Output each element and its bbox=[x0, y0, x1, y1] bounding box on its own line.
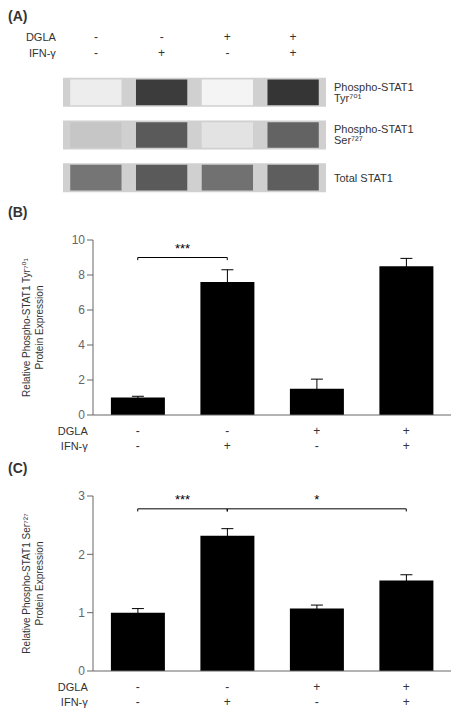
svg-text:DGLA: DGLA bbox=[58, 681, 89, 693]
svg-text:-: - bbox=[136, 424, 140, 438]
svg-text:+: + bbox=[290, 30, 297, 44]
html-text:(B): (B) bbox=[8, 204, 28, 220]
svg-text:-: - bbox=[225, 424, 229, 438]
svg-text:***: *** bbox=[175, 492, 190, 507]
svg-text:-: - bbox=[225, 680, 229, 694]
svg-text:6: 6 bbox=[78, 303, 85, 317]
svg-text:Phospho-STAT1Ser⁷²⁷: Phospho-STAT1Ser⁷²⁷ bbox=[334, 123, 414, 146]
svg-text:-: - bbox=[225, 46, 229, 60]
svg-text:-: - bbox=[315, 439, 319, 453]
svg-text:+: + bbox=[313, 424, 320, 438]
svg-text:+: + bbox=[224, 439, 231, 453]
svg-text:IFN-γ: IFN-γ bbox=[61, 696, 88, 708]
svg-text:10: 10 bbox=[72, 233, 86, 247]
svg-text:3: 3 bbox=[78, 489, 85, 503]
html-text:(A): (A) bbox=[8, 8, 28, 24]
svg-text:2: 2 bbox=[78, 373, 85, 387]
svg-text:IFN-γ: IFN-γ bbox=[61, 440, 88, 452]
svg-text:2: 2 bbox=[78, 548, 85, 562]
svg-text:+: + bbox=[403, 439, 410, 453]
svg-text:1: 1 bbox=[78, 606, 85, 620]
svg-text:+: + bbox=[224, 695, 231, 709]
svg-text:Total STAT1: Total STAT1 bbox=[334, 172, 393, 184]
svg-text:+: + bbox=[403, 680, 410, 694]
svg-text:0: 0 bbox=[78, 408, 85, 422]
svg-text:-: - bbox=[136, 695, 140, 709]
svg-text:0: 0 bbox=[78, 664, 85, 678]
svg-text:DGLA: DGLA bbox=[58, 425, 89, 437]
svg-text:-: - bbox=[315, 695, 319, 709]
svg-text:+: + bbox=[403, 424, 410, 438]
svg-text:-: - bbox=[136, 439, 140, 453]
svg-text:-: - bbox=[94, 30, 98, 44]
svg-text:+: + bbox=[290, 46, 297, 60]
svg-text:Phospho-STAT1Tyr⁷⁰¹: Phospho-STAT1Tyr⁷⁰¹ bbox=[334, 81, 414, 104]
svg-text:-: - bbox=[136, 680, 140, 694]
svg-text:***: *** bbox=[175, 241, 190, 256]
svg-text:*: * bbox=[314, 492, 319, 507]
html-text:(C): (C) bbox=[8, 460, 28, 476]
svg-text:+: + bbox=[224, 30, 231, 44]
svg-text:Relative Phospho-STAT1 Tyr⁷⁰¹P: Relative Phospho-STAT1 Tyr⁷⁰¹Protein Exp… bbox=[21, 257, 45, 396]
svg-text:+: + bbox=[158, 46, 165, 60]
svg-text:-: - bbox=[94, 46, 98, 60]
svg-text:8: 8 bbox=[78, 268, 85, 282]
svg-text:+: + bbox=[403, 695, 410, 709]
svg-text:Relative Phospho-STAT1 Ser⁷²⁷P: Relative Phospho-STAT1 Ser⁷²⁷Protein Exp… bbox=[21, 513, 45, 654]
svg-text:4: 4 bbox=[78, 338, 85, 352]
svg-text:DGLA: DGLA bbox=[26, 31, 57, 43]
svg-text:IFN-γ: IFN-γ bbox=[29, 47, 56, 59]
svg-text:+: + bbox=[313, 680, 320, 694]
svg-text:-: - bbox=[160, 30, 164, 44]
